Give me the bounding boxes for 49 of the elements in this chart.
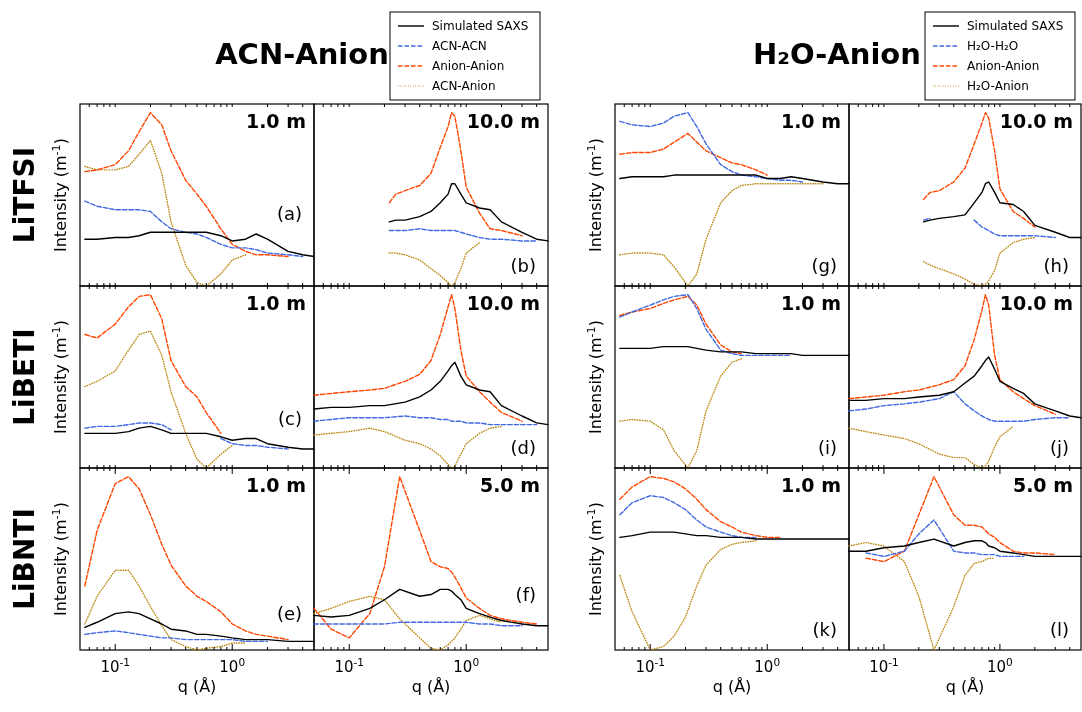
annotation: (i) bbox=[817, 437, 837, 458]
legend-label: Simulated SAXS bbox=[967, 19, 1064, 33]
x-tick-label: 10$^{-1}$ bbox=[100, 656, 131, 676]
legend-label: Simulated SAXS bbox=[432, 19, 529, 33]
legend-label: H₂O-Anion bbox=[967, 79, 1029, 93]
x-tick-label: 10$^{-1}$ bbox=[869, 656, 899, 676]
annotation: 5.0 m bbox=[479, 474, 540, 496]
annotation: 1.0 m bbox=[780, 110, 841, 132]
text: LiBETI bbox=[8, 328, 41, 426]
annotation: (l) bbox=[1049, 619, 1069, 640]
annotation: 5.0 m bbox=[1012, 474, 1073, 496]
x-tick-label: 10$^{0}$ bbox=[754, 656, 781, 676]
annotation: 1.0 m bbox=[780, 292, 841, 314]
annotation: (g) bbox=[811, 255, 837, 276]
annotation: 10.0 m bbox=[466, 292, 540, 314]
text: LiTFSI bbox=[8, 146, 41, 244]
text: LiBNTI bbox=[8, 508, 41, 610]
x-axis-title: q (Å) bbox=[712, 677, 752, 696]
annotation: 1.0 m bbox=[245, 292, 306, 314]
x-tick-label: 10$^{-1}$ bbox=[334, 656, 365, 676]
x-axis-title: q (Å) bbox=[411, 677, 451, 696]
annotation: 10.0 m bbox=[999, 110, 1073, 132]
x-axis-title: q (Å) bbox=[945, 677, 985, 696]
annotation: (b) bbox=[510, 255, 536, 276]
annotation: (c) bbox=[278, 407, 302, 429]
annotation: 1.0 m bbox=[780, 474, 841, 496]
annotation: (d) bbox=[510, 437, 536, 458]
x-tick-label: 10$^{0}$ bbox=[453, 656, 480, 676]
chart-title: ACN-Anion bbox=[215, 37, 389, 71]
chart-title: H₂O-Anion bbox=[753, 37, 921, 71]
x-tick-label: 10$^{0}$ bbox=[219, 656, 246, 676]
annotation: 1.0 m bbox=[245, 474, 306, 496]
legend-label: ACN-Anion bbox=[432, 79, 496, 93]
annotation: (h) bbox=[1043, 255, 1069, 276]
annotation: 10.0 m bbox=[999, 292, 1073, 314]
x-tick-label: 10$^{0}$ bbox=[987, 656, 1013, 676]
legend-label: H₂O-H₂O bbox=[967, 39, 1019, 53]
legend-label: Anion-Anion bbox=[967, 59, 1040, 73]
annotation: 10.0 m bbox=[466, 110, 540, 132]
x-tick-label: 10$^{-1}$ bbox=[635, 656, 666, 676]
annotation: (j) bbox=[1049, 437, 1069, 458]
annotation: (f) bbox=[515, 584, 536, 606]
legend-label: ACN-ACN bbox=[432, 39, 487, 53]
annotation: (a) bbox=[276, 203, 302, 224]
x-axis-title: q (Å) bbox=[177, 677, 217, 696]
annotation: (k) bbox=[812, 619, 837, 640]
annotation: 1.0 m bbox=[245, 110, 306, 132]
annotation: (e) bbox=[276, 603, 302, 625]
legend-label: Anion-Anion bbox=[432, 59, 505, 73]
